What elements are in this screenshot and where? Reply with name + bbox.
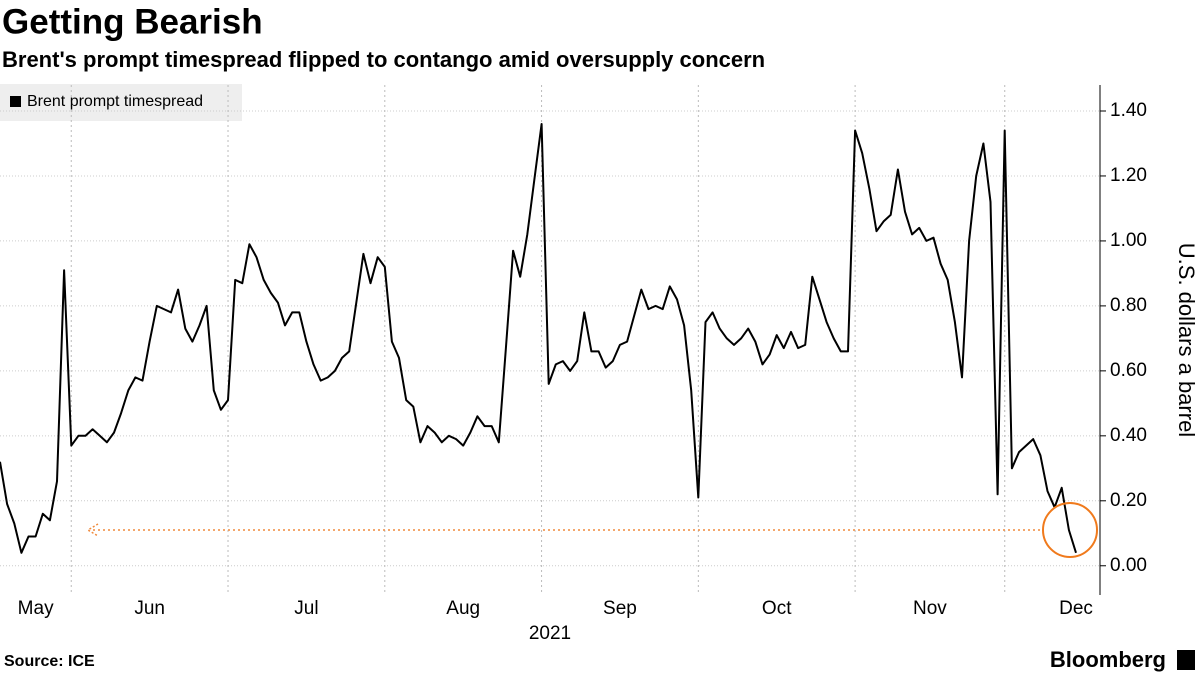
source: Source: ICE xyxy=(4,653,95,670)
line-series xyxy=(0,123,1077,554)
brand: Bloomberg xyxy=(1050,647,1166,672)
annotation-arrowhead xyxy=(86,523,99,537)
x-tick-label: May xyxy=(18,598,54,619)
y-tick-label: 1.40 xyxy=(1110,100,1147,121)
brand-icon xyxy=(1177,650,1195,670)
x-tick-label: Oct xyxy=(762,598,792,619)
x-axis-label: 2021 xyxy=(529,623,571,644)
y-axis-label: U.S. dollars a barrel xyxy=(1174,243,1199,437)
y-tick-label: 0.80 xyxy=(1110,295,1147,316)
chart-title: Getting Bearish xyxy=(2,2,263,41)
x-tick-label: Dec xyxy=(1059,598,1093,619)
y-tick-label: 0.00 xyxy=(1110,555,1147,576)
y-tick-label: 0.20 xyxy=(1110,490,1147,511)
chart-subtitle: Brent's prompt timespread flipped to con… xyxy=(2,47,765,72)
x-tick-label: Jun xyxy=(134,598,165,619)
x-tick-label: Nov xyxy=(913,598,947,619)
x-tick-label: Aug xyxy=(446,598,480,619)
legend-label: Brent prompt timespread xyxy=(27,93,203,110)
y-tick-label: 0.60 xyxy=(1110,360,1147,381)
y-tick-label: 1.00 xyxy=(1110,230,1147,251)
annotation-circle xyxy=(1042,502,1098,558)
legend-box xyxy=(0,84,242,121)
y-tick-label: 1.20 xyxy=(1110,165,1147,186)
x-tick-label: Jul xyxy=(294,598,318,619)
x-tick-label: Sep xyxy=(603,598,637,619)
y-tick-label: 0.40 xyxy=(1110,425,1147,446)
legend-swatch xyxy=(10,96,21,107)
